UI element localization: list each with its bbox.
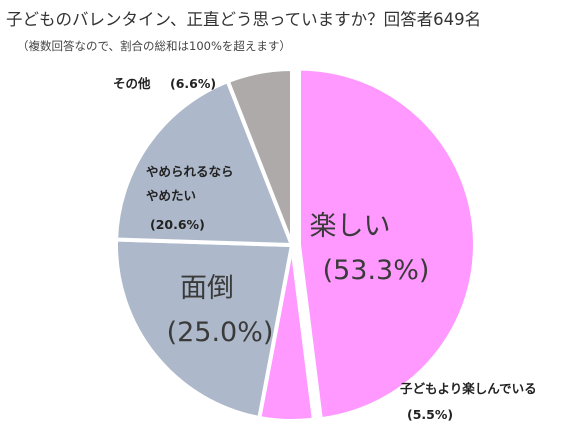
pie-slice-yameru [114,79,294,247]
slice-pct-kodomo: (5.5%) [407,407,453,422]
pie-slice-mendou [114,237,294,420]
pie-slice-tanoshii [296,66,477,422]
slice-pct-sonota: (6.6%) [170,76,216,91]
pie-slice-sonota [225,67,294,247]
slice-label-mendou: 面倒 [180,273,234,304]
slice-label-tanoshii: 楽しい [310,211,391,242]
slice-pct-mendou: (25.0%) [167,317,274,348]
slice-pct-tanoshii: (53.3%) [323,255,430,286]
chart-title: 子どものバレンタイン、正直どう思っていますか？回答者649名 [6,10,482,29]
slice-label-yameru-line2: やめたい [146,188,196,203]
slice-label-sonota: その他 [113,76,151,91]
slice-pct-yameru: (20.6%) [150,217,205,232]
chart-subtitle: （複数回答なので、割合の総和は100%を超えます） [17,39,291,53]
slice-label-yameru-line1: やめられるなら [146,164,234,179]
slice-label-kodomo: 子どもより楽しんでいる [400,381,537,396]
